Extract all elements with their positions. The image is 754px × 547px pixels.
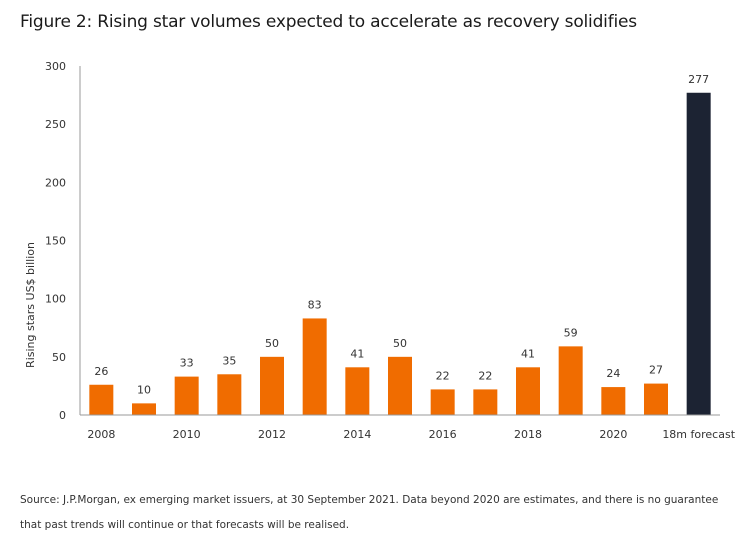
chart-title: Figure 2: Rising star volumes expected t… [20,12,637,32]
bar-2013 [302,318,327,415]
x-tick-label: 2014 [343,428,371,441]
data-label: 41 [350,347,364,360]
data-label: 22 [436,369,450,382]
y-tick-label: 250 [45,118,66,131]
bar-2012 [260,356,284,415]
x-tick-label: 18m forecast [662,428,735,441]
y-tick-label: 50 [52,351,66,364]
bar-2014 [345,367,370,415]
data-label: 277 [688,73,709,86]
data-label: 27 [649,364,663,377]
y-tick-label: 300 [45,60,66,73]
x-tick-label: 2020 [599,428,627,441]
bar-2021 [644,383,668,415]
y-tick-label: 0 [59,409,66,422]
bar-2010 [174,376,199,415]
bar-2008 [89,384,114,415]
data-label: 10 [137,383,151,396]
x-tick-label: 2018 [514,428,542,441]
bars [89,92,711,416]
bar-2015 [388,356,412,415]
data-label: 59 [564,326,578,339]
y-tick-label: 100 [45,293,66,306]
data-label: 50 [393,337,407,350]
x-axis: 2008 2010 2012 2014 2016 2018 2020 18m forecast [80,414,736,441]
bar-2017 [473,389,498,415]
bar-2016 [430,389,455,415]
data-label: 35 [222,354,236,367]
y-tick-label: 150 [45,235,66,248]
bar-2018 [516,367,540,415]
y-axis: 0 50 100 150 200 250 300 [45,60,81,422]
x-tick-label: 2016 [429,428,457,441]
bar-18m-forecast [686,92,711,416]
data-label: 41 [521,347,535,360]
x-tick-label: 2012 [258,428,286,441]
data-label: 26 [94,365,108,378]
data-label: 22 [478,369,492,382]
data-label: 50 [265,337,279,350]
y-axis-label: Rising stars US$ billion [24,242,37,368]
data-labels: 26 10 33 35 50 83 41 50 22 22 41 59 24 27 277 [94,73,709,397]
bar-chart: 0 50 100 150 200 250 300 26 10 33 35 50 83 41 50 22 22 4… [24,60,736,441]
x-tick-label: 2008 [87,428,115,441]
data-label: 24 [606,367,620,380]
x-tick-label: 2010 [173,428,201,441]
data-label: 83 [308,298,322,311]
chart-area: 0 50 100 150 200 250 300 26 10 33 35 50 83 41 50 22 22 4… [0,50,754,450]
source-note: Source: J.P.Morgan, ex emerging market i… [20,494,719,531]
y-tick-label: 200 [45,176,66,189]
bar-2009 [132,403,156,415]
bar-2019 [558,346,583,415]
bar-2011 [217,374,242,415]
data-label: 33 [180,357,194,370]
bar-2020 [601,387,626,415]
